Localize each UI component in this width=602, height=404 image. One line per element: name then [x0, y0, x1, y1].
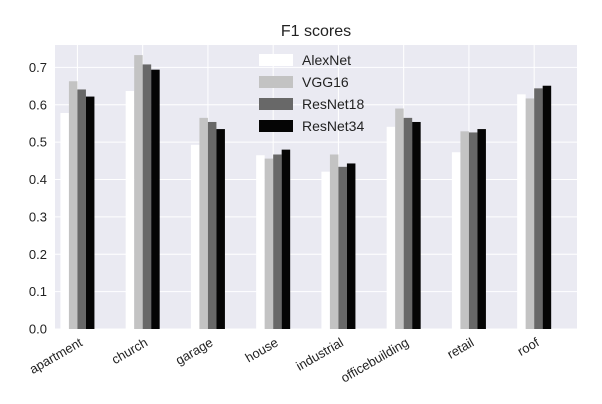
- bar-resnet18-garage: [207, 121, 217, 330]
- legend-label: ResNet34: [302, 118, 364, 134]
- bar-vgg16-church: [134, 55, 143, 329]
- bar-resnet18-house: [273, 154, 282, 329]
- x-tick-label: house: [242, 335, 280, 366]
- bar-alexnet-industrial: [321, 171, 330, 329]
- x-tick-label: retail: [445, 335, 477, 362]
- y-tick-label: 0.2: [29, 247, 47, 262]
- bar-vgg16-garage: [199, 117, 208, 329]
- y-tick-label: 0.5: [29, 135, 47, 150]
- bar-resnet18-church: [142, 64, 152, 329]
- bar-alexnet-roof: [517, 94, 526, 329]
- x-tick-label: garage: [173, 335, 216, 368]
- bar-alexnet-apartment: [60, 113, 69, 329]
- y-tick-labels: 0.0 0.1 0.2 0.3 0.4 0.5 0.6 0.7: [29, 60, 47, 337]
- y-tick-label: 0.0: [29, 322, 47, 337]
- y-tick-label: 0.1: [29, 284, 47, 299]
- y-tick-label: 0.4: [29, 172, 47, 187]
- bar-resnet34-roof: [542, 85, 552, 329]
- bar-resnet18-industrial: [338, 166, 347, 329]
- bar-vgg16-retail: [460, 131, 469, 329]
- x-tick-label: officebuilding: [338, 335, 411, 386]
- bar-resnet18-retail: [468, 132, 478, 329]
- legend-label: ResNet18: [302, 96, 364, 112]
- legend: AlexNet VGG16 ResNet18 ResNet34: [259, 52, 364, 134]
- x-tick-label: apartment: [27, 334, 86, 376]
- y-tick-label: 0.6: [29, 97, 47, 112]
- x-tick-labels: apartment church garage house industrialoffi…: [27, 334, 542, 385]
- bar-resnet34-church: [151, 69, 160, 330]
- x-tick-label: industrial: [293, 335, 346, 374]
- bar-alexnet-church: [125, 90, 135, 329]
- bar-vgg16-industrial: [329, 154, 339, 329]
- bar-vgg16-apartment: [68, 81, 78, 329]
- bar-vgg16-house: [264, 158, 274, 329]
- x-tick-label: roof: [515, 334, 542, 358]
- bar-resnet34-industrial: [346, 163, 356, 329]
- bar-resnet18-roof: [534, 88, 543, 329]
- chart-title: F1 scores: [281, 23, 351, 40]
- bar-alexnet-retail: [451, 152, 461, 329]
- bar-vgg16-roof: [525, 98, 535, 329]
- bar-alexnet-officebuilding: [386, 126, 396, 329]
- legend-swatch-resnet34: [259, 120, 293, 132]
- bars: [60, 55, 552, 330]
- legend-label: VGG16: [302, 74, 349, 90]
- bar-alexnet-house: [256, 155, 265, 329]
- y-tick-label: 0.7: [29, 60, 47, 75]
- bar-alexnet-garage: [190, 144, 200, 329]
- bar-resnet34-officebuilding: [412, 121, 421, 330]
- bar-resnet34-apartment: [85, 96, 95, 329]
- legend-swatch-resnet18: [259, 98, 293, 110]
- bar-resnet34-retail: [477, 129, 486, 329]
- y-tick-label: 0.3: [29, 209, 47, 224]
- bar-vgg16-officebuilding: [395, 108, 404, 330]
- bar-resnet18-officebuilding: [403, 117, 413, 329]
- x-tick-label: church: [109, 335, 150, 368]
- legend-label: AlexNet: [302, 52, 351, 68]
- bar-resnet34-house: [281, 149, 291, 329]
- legend-swatch-alexnet: [259, 54, 293, 66]
- bar-resnet34-garage: [216, 129, 225, 329]
- legend-swatch-vgg16: [259, 76, 293, 88]
- bar-resnet18-apartment: [77, 89, 86, 330]
